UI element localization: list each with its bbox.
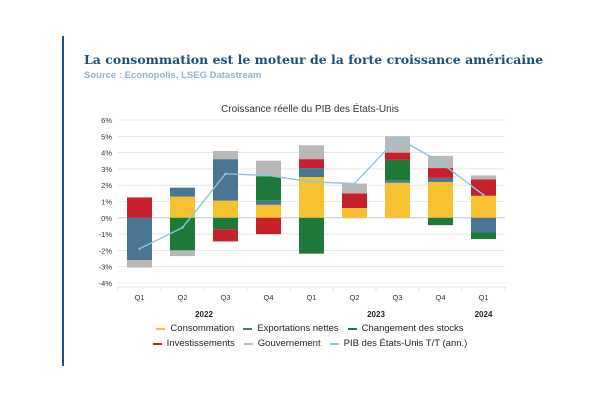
x-tick-label: Q4 (435, 293, 445, 302)
legend-swatch (152, 342, 162, 345)
legend-item: Gouvernement (243, 338, 321, 349)
x-tick-label: Q3 (392, 293, 402, 302)
y-tick-label: 1% (101, 198, 112, 207)
bar-segment (385, 182, 410, 218)
legend-label: Investissements (166, 338, 235, 349)
legend-label: PIB des États-Unis T/T (ann.) (343, 338, 468, 349)
bar-segment (471, 232, 496, 239)
bar-segment (213, 229, 238, 242)
legend-swatch (243, 342, 253, 345)
bar-segment (127, 197, 152, 218)
gdp-point (396, 136, 399, 140)
legend-swatch (156, 327, 166, 330)
bar-segment (299, 217, 324, 254)
x-tick-label: Q1 (478, 293, 488, 302)
bar-segment (385, 136, 410, 153)
bar-segment (299, 145, 324, 160)
bar-segment (213, 159, 238, 201)
legend-label: Consommation (170, 323, 235, 334)
gdp-point (267, 174, 270, 177)
y-tick-label: 2% (101, 181, 112, 190)
y-tick-label: -1% (99, 230, 113, 239)
bar-segment (385, 159, 410, 181)
x-tick-label: Q2 (349, 293, 359, 302)
y-tick-label: 3% (101, 165, 112, 174)
x-tick-label: Q3 (220, 293, 230, 302)
x-tick-label: Q2 (177, 293, 187, 302)
bar-segment (213, 150, 238, 160)
gdp-point (138, 247, 141, 250)
legend-item: Consommation (156, 323, 234, 334)
bar-segment (471, 195, 496, 218)
bar-segment (299, 168, 324, 178)
bar-segment (385, 152, 410, 160)
bar-segment (256, 200, 281, 205)
y-tick-label: 5% (101, 132, 112, 141)
legend-label: Gouvernement (257, 338, 321, 349)
bar-segment (256, 160, 281, 177)
bar-segment (471, 217, 496, 233)
legend-item: Investissements (152, 338, 235, 349)
bar-segment (342, 208, 367, 218)
bar-segment (170, 250, 195, 257)
legend-item: Changement des stocks (347, 323, 464, 334)
bar-segment (471, 175, 496, 180)
bar-segment (256, 217, 281, 235)
page-title: La consommation est le moteur de la fort… (84, 52, 544, 67)
y-tick-label: -3% (99, 263, 113, 272)
gdp-point (224, 172, 227, 175)
legend-swatch (243, 327, 253, 330)
bar-segment (428, 217, 453, 226)
bar-segment (213, 200, 238, 218)
year-label: 2023 (367, 310, 385, 319)
legend-item: PIB des États-Unis T/T (ann.) (329, 338, 468, 349)
x-tick-label: Q1 (134, 293, 144, 302)
legend-item: Exportations nettes (243, 323, 339, 334)
bar-segment (299, 177, 324, 218)
y-tick-label: -2% (99, 246, 113, 255)
legend-label: Changement des stocks (361, 323, 464, 334)
bar-segment (213, 217, 238, 230)
bar-segment (471, 179, 496, 196)
gdp-point (353, 182, 356, 185)
gdp-point (482, 193, 485, 197)
bar-segment (428, 177, 453, 182)
legend-label: Exportations nettes (257, 323, 339, 334)
legend-swatch (329, 342, 339, 345)
bar-segment (170, 217, 195, 251)
bar-segment (342, 183, 367, 194)
gdp-point (310, 180, 313, 184)
bar-segment (256, 204, 281, 218)
bar-segment (170, 196, 195, 218)
chart-legend: Consommation Exportations nettes Changemen… (140, 321, 480, 351)
gdp-point (181, 226, 184, 229)
year-label: 2022 (195, 310, 213, 319)
legend-swatch (347, 327, 357, 330)
gdp-point (439, 161, 442, 164)
bar-segment (170, 187, 195, 197)
accent-bar (62, 36, 64, 366)
source-note: Source : Econopolis, LSEG Datastream (84, 70, 262, 81)
y-tick-label: 0% (101, 214, 112, 223)
chart-title: Croissance réelle du PIB des États-Unis (221, 102, 399, 115)
x-tick-label: Q4 (263, 293, 273, 302)
y-tick-label: 6% (101, 116, 112, 125)
bar-segment (127, 260, 152, 268)
bar-segment (127, 217, 152, 261)
bar-segment (428, 181, 453, 218)
x-tick-label: Q1 (306, 293, 316, 302)
bar-segment (299, 159, 324, 169)
bar-segment (342, 193, 367, 209)
bar-segment (428, 168, 453, 178)
y-tick-label: -4% (99, 279, 113, 288)
y-tick-label: 4% (101, 149, 112, 158)
year-label: 2024 (475, 310, 493, 319)
bar-segment (256, 176, 281, 201)
bar-segment (385, 180, 410, 183)
